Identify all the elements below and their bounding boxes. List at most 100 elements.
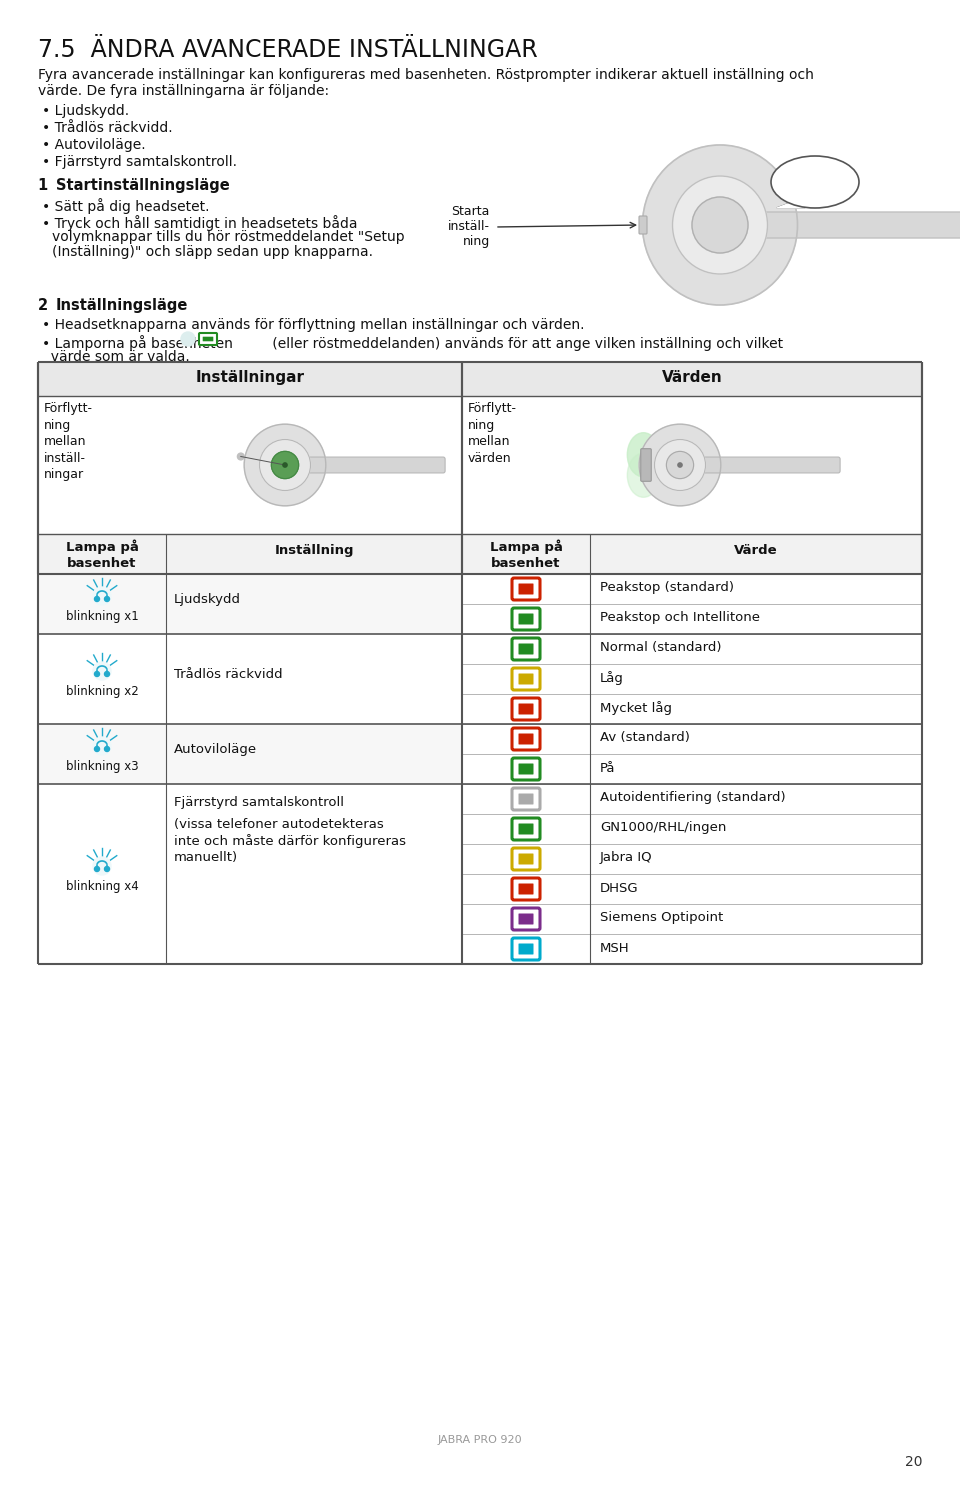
Circle shape: [105, 596, 109, 602]
Text: Autoidentifiering (standard): Autoidentifiering (standard): [600, 792, 785, 804]
FancyBboxPatch shape: [512, 578, 540, 600]
Text: Lampa på
basenhet: Lampa på basenhet: [65, 539, 138, 569]
FancyBboxPatch shape: [512, 757, 540, 780]
FancyBboxPatch shape: [512, 939, 540, 960]
Text: Jabra IQ: Jabra IQ: [600, 852, 653, 864]
Text: Lampa på
basenhet: Lampa på basenhet: [490, 539, 563, 569]
Text: På: På: [600, 762, 615, 774]
Circle shape: [94, 747, 100, 751]
Text: Startinställningsläge: Startinställningsläge: [56, 178, 229, 193]
FancyBboxPatch shape: [203, 337, 213, 341]
Text: • Ljudskydd.: • Ljudskydd.: [42, 103, 130, 118]
Ellipse shape: [642, 145, 798, 305]
Circle shape: [105, 867, 109, 871]
Bar: [38, 784, 462, 964]
Circle shape: [105, 747, 109, 751]
Bar: [38, 635, 462, 725]
Circle shape: [181, 332, 195, 346]
FancyBboxPatch shape: [745, 213, 960, 238]
Circle shape: [655, 440, 706, 491]
FancyBboxPatch shape: [512, 638, 540, 660]
Circle shape: [639, 424, 721, 506]
Circle shape: [94, 867, 100, 871]
Text: Inställningsläge: Inställningsläge: [56, 298, 188, 313]
Text: 20: 20: [904, 1455, 922, 1469]
Bar: [38, 725, 462, 784]
FancyBboxPatch shape: [518, 704, 534, 714]
FancyBboxPatch shape: [297, 457, 445, 473]
Text: blinkning x1: blinkning x1: [65, 609, 138, 623]
Text: Siemens Optipoint: Siemens Optipoint: [600, 912, 723, 925]
FancyBboxPatch shape: [518, 793, 534, 804]
Circle shape: [678, 463, 683, 467]
FancyBboxPatch shape: [640, 449, 651, 482]
Circle shape: [283, 463, 287, 467]
Bar: [38, 573, 462, 635]
Circle shape: [93, 856, 111, 876]
Text: Låg: Låg: [600, 671, 624, 686]
Text: Ljudskydd: Ljudskydd: [174, 593, 241, 605]
Text: Peakstop (standard): Peakstop (standard): [600, 581, 734, 594]
Bar: [38, 362, 922, 397]
FancyBboxPatch shape: [512, 668, 540, 690]
Polygon shape: [777, 202, 805, 208]
FancyBboxPatch shape: [518, 883, 534, 895]
Text: (vissa telefoner autodetekteras
inte och måste därför konfigureras
manuellt): (vissa telefoner autodetekteras inte och…: [174, 817, 406, 864]
FancyBboxPatch shape: [512, 909, 540, 930]
FancyBboxPatch shape: [518, 644, 534, 654]
FancyBboxPatch shape: [518, 823, 534, 834]
Text: Inställningar: Inställningar: [196, 370, 304, 385]
Text: värde som är valda.: värde som är valda.: [42, 350, 190, 364]
FancyBboxPatch shape: [518, 674, 534, 684]
Circle shape: [94, 596, 100, 602]
Text: blinkning x3: blinkning x3: [65, 760, 138, 772]
Circle shape: [93, 662, 111, 680]
FancyBboxPatch shape: [518, 763, 534, 774]
FancyBboxPatch shape: [691, 457, 840, 473]
Ellipse shape: [627, 433, 660, 478]
Circle shape: [94, 672, 100, 677]
FancyBboxPatch shape: [512, 608, 540, 630]
Circle shape: [237, 454, 244, 460]
Circle shape: [93, 737, 111, 754]
Text: 7.5  ÄNDRA AVANCERADE INSTÄLLNINGAR: 7.5 ÄNDRA AVANCERADE INSTÄLLNINGAR: [38, 37, 538, 61]
Circle shape: [105, 672, 109, 677]
FancyBboxPatch shape: [512, 879, 540, 900]
Text: • Sätt på dig headsetet.: • Sätt på dig headsetet.: [42, 198, 209, 214]
Ellipse shape: [771, 156, 859, 208]
FancyBboxPatch shape: [512, 847, 540, 870]
Text: • Headsetknapparna används för förflyttning mellan inställningar och värden.: • Headsetknapparna används för förflyttn…: [42, 317, 585, 332]
Text: 1: 1: [38, 178, 59, 193]
FancyBboxPatch shape: [518, 943, 534, 955]
Bar: [38, 534, 922, 573]
Circle shape: [692, 198, 748, 253]
FancyBboxPatch shape: [199, 332, 217, 344]
Text: • Autoviloläge.: • Autoviloläge.: [42, 138, 146, 153]
Text: MSH: MSH: [600, 942, 630, 955]
FancyBboxPatch shape: [512, 817, 540, 840]
Circle shape: [272, 452, 299, 479]
Text: volymknappar tills du hör röstmeddelandet "Setup: volymknappar tills du hör röstmeddelande…: [52, 231, 404, 244]
FancyBboxPatch shape: [518, 584, 534, 594]
Text: Autoviloläge: Autoviloläge: [174, 743, 257, 756]
Text: Fyra avancerade inställningar kan konfigureras med basenheten. Röstprompter indi: Fyra avancerade inställningar kan konfig…: [38, 67, 814, 82]
FancyBboxPatch shape: [518, 734, 534, 744]
Circle shape: [666, 452, 693, 479]
Text: • Tryck och håll samtidigt in headsetets båda: • Tryck och håll samtidigt in headsetets…: [42, 216, 357, 231]
Text: Förflytt-
ning
mellan
inställ-
ningar: Förflytt- ning mellan inställ- ningar: [44, 403, 93, 481]
Text: Starta
inställ-
ning: Starta inställ- ning: [448, 205, 490, 249]
FancyBboxPatch shape: [512, 698, 540, 720]
Text: Fjärrstyrd samtalskontroll: Fjärrstyrd samtalskontroll: [174, 796, 344, 808]
FancyBboxPatch shape: [512, 728, 540, 750]
Ellipse shape: [627, 454, 660, 497]
FancyBboxPatch shape: [518, 614, 534, 624]
Text: Värde: Värde: [734, 543, 778, 557]
FancyBboxPatch shape: [518, 913, 534, 925]
Circle shape: [244, 424, 325, 506]
Ellipse shape: [673, 177, 767, 274]
Text: Inställning: Inställning: [275, 543, 353, 557]
FancyBboxPatch shape: [639, 216, 647, 234]
Text: blinkning x2: blinkning x2: [65, 686, 138, 698]
Circle shape: [259, 440, 310, 491]
Text: DHSG: DHSG: [600, 882, 638, 895]
